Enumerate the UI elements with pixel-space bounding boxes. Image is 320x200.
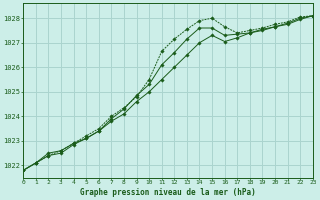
X-axis label: Graphe pression niveau de la mer (hPa): Graphe pression niveau de la mer (hPa) <box>80 188 256 197</box>
